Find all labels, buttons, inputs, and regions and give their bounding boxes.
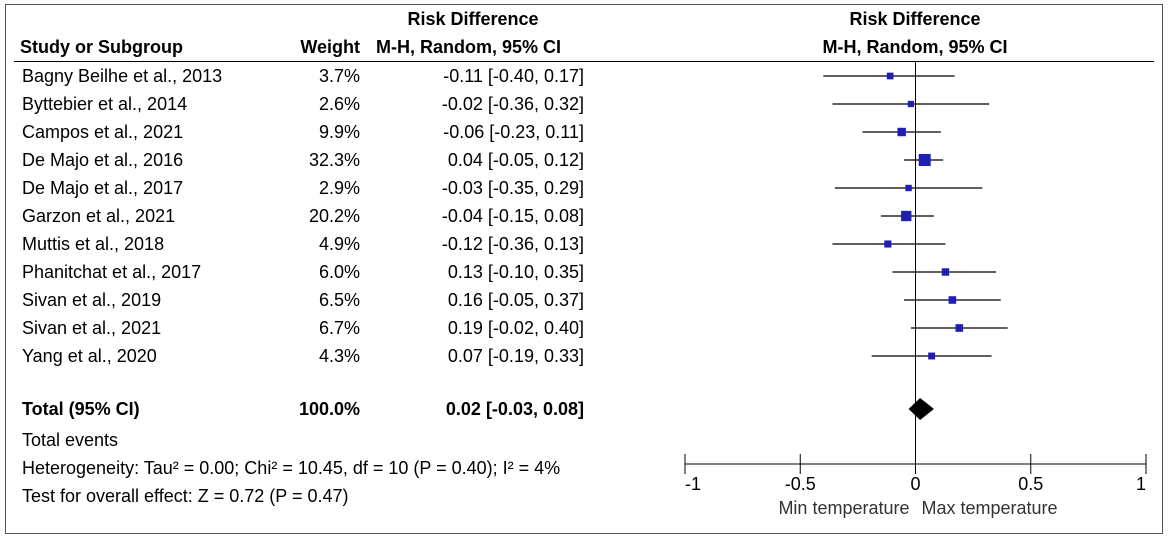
study-weight: 4.9%	[318, 234, 360, 254]
study-name: Phanitchat et al., 2017	[22, 262, 202, 282]
study-weight: 20.2%	[308, 206, 360, 226]
heterogeneity-text: Heterogeneity: Tau² = 0.00; Chi² = 10.45…	[22, 458, 561, 478]
study-ci: -0.03 [-0.35, 0.29]	[441, 178, 584, 198]
total-events-label: Total events	[22, 430, 119, 450]
study-name: De Majo et al., 2016	[22, 150, 184, 170]
study-weight: 6.0%	[318, 262, 360, 282]
x-tick-label: -1	[685, 474, 701, 494]
x-tick-label: 1	[1136, 474, 1146, 494]
study-ci: 0.04 [-0.05, 0.12]	[447, 150, 584, 170]
study-weight: 4.3%	[318, 346, 360, 366]
method-column-header: M-H, Random, 95% CI	[376, 37, 562, 57]
study-ci: 0.16 [-0.05, 0.37]	[447, 290, 584, 310]
total-ci: 0.02 [-0.03, 0.08]	[445, 399, 584, 419]
point-estimate-marker	[941, 268, 950, 276]
point-estimate-marker	[897, 127, 906, 137]
study-name: Yang et al., 2020	[22, 346, 157, 366]
study-weight: 2.9%	[318, 178, 360, 198]
plot-method: M-H, Random, 95% CI	[822, 37, 1008, 57]
study-weight: 6.5%	[318, 290, 360, 310]
study-name: Byttebier et al., 2014	[22, 94, 188, 114]
study-ci: -0.11 [-0.40, 0.17]	[443, 66, 584, 86]
x-tick-label: 0	[910, 474, 920, 494]
weight-column-header: Weight	[300, 37, 360, 57]
point-estimate-marker	[948, 296, 957, 304]
point-estimate-marker	[905, 184, 912, 192]
point-estimate-marker	[901, 210, 912, 222]
study-name: Bagny Beilhe et al., 2013	[22, 66, 223, 86]
point-estimate-marker	[907, 100, 915, 108]
study-name: De Majo et al., 2017	[22, 178, 184, 198]
forest-plot-frame	[5, 4, 1163, 534]
axis-label-right: Max temperature	[922, 498, 1058, 518]
total-label: Total (95% CI)	[22, 399, 140, 419]
header-divider	[14, 61, 1154, 62]
study-weight: 6.7%	[318, 318, 360, 338]
pooled-diamond	[908, 398, 934, 420]
study-name: Garzon et al., 2021	[22, 206, 176, 226]
x-tick-label: -0.5	[785, 474, 816, 494]
study-name: Campos et al., 2021	[22, 122, 184, 142]
point-estimate-marker	[918, 154, 931, 166]
study-ci: -0.06 [-0.23, 0.11]	[443, 122, 584, 142]
point-estimate-marker	[928, 352, 936, 360]
study-ci: -0.12 [-0.36, 0.13]	[441, 234, 584, 254]
axis-label-left: Min temperature	[778, 498, 909, 518]
study-weight: 2.6%	[318, 94, 360, 114]
effect-measure-header: Risk Difference	[407, 9, 539, 29]
study-weight: 3.7%	[318, 66, 360, 86]
total-weight: 100.0%	[298, 399, 360, 419]
study-column-header: Study or Subgroup	[20, 37, 183, 57]
study-ci: -0.02 [-0.36, 0.32]	[441, 94, 584, 114]
study-ci: 0.13 [-0.10, 0.35]	[447, 262, 584, 282]
overall-effect-text: Test for overall effect: Z = 0.72 (P = 0…	[22, 486, 349, 506]
x-tick-label: 0.5	[1018, 474, 1043, 494]
study-ci: 0.19 [-0.02, 0.40]	[447, 318, 584, 338]
point-estimate-marker	[886, 72, 894, 80]
point-estimate-marker	[955, 324, 964, 332]
study-ci: 0.07 [-0.19, 0.33]	[447, 346, 584, 366]
plot-title: Risk Difference	[849, 9, 981, 29]
study-ci: -0.04 [-0.15, 0.08]	[441, 206, 584, 226]
point-estimate-marker	[884, 240, 892, 248]
study-weight: 9.9%	[318, 122, 360, 142]
study-name: Sivan et al., 2021	[22, 318, 162, 338]
study-weight: 32.3%	[308, 150, 360, 170]
study-name: Muttis et al., 2018	[22, 234, 165, 254]
study-name: Sivan et al., 2019	[22, 290, 162, 310]
